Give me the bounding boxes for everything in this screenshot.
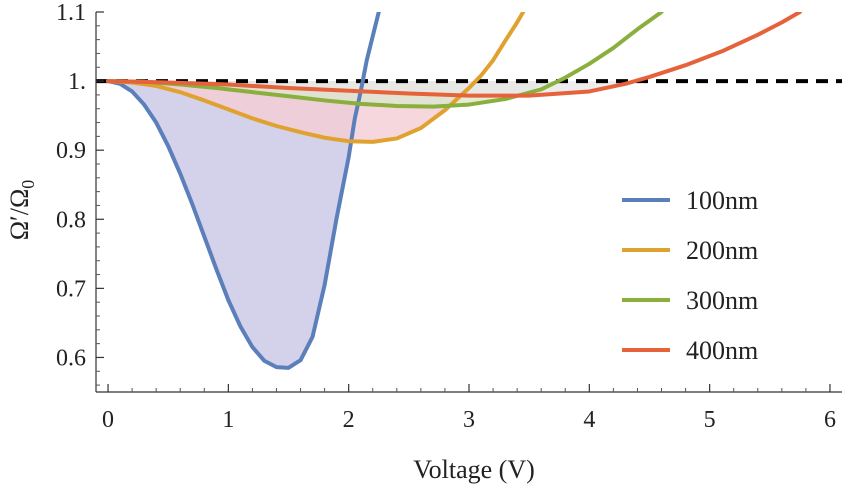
y-tick-label: 0.8	[56, 207, 86, 233]
legend-label-300nm: 300nm	[686, 286, 758, 315]
y-axis-label: Ω′/Ω0	[5, 180, 38, 241]
top-mask	[0, 0, 852, 12]
series-line-400nm	[106, 10, 802, 98]
x-axis-label: Voltage (V)	[413, 455, 535, 484]
y-axis-label-main: Ω′/Ω	[5, 189, 34, 241]
y-tick-label: 1.1	[56, 0, 86, 26]
x-tick-label: 4	[583, 407, 595, 433]
x-tick-label: 1	[222, 407, 234, 433]
y-tick-label: 0.9	[56, 138, 86, 164]
legend: 100nm 200nm 300nm 400nm	[622, 186, 758, 365]
legend-label-200nm: 200nm	[686, 236, 758, 265]
plot-series	[106, 10, 802, 370]
x-axis: 0 1 2 3 4 5 6	[102, 384, 836, 433]
x-tick-label: 0	[102, 407, 114, 433]
y-tick-label: 0.7	[56, 276, 86, 302]
series-line-200nm	[106, 10, 526, 144]
y-axis-label-subscript: 0	[18, 180, 38, 189]
y-tick-label: 1.	[68, 69, 86, 95]
x-tick-label: 3	[463, 407, 475, 433]
series-line-300nm	[106, 10, 664, 109]
y-axis: 0.6 0.7 0.8 0.9 1. 1.1	[56, 0, 104, 386]
x-tick-label: 5	[704, 407, 716, 433]
y-tick-label: 0.6	[56, 345, 86, 371]
x-tick-label: 2	[343, 407, 355, 433]
legend-label-100nm: 100nm	[686, 186, 758, 215]
series-line-100nm	[106, 10, 381, 370]
x-tick-label: 6	[824, 407, 836, 433]
legend-label-400nm: 400nm	[686, 336, 758, 365]
plot-fills	[108, 81, 636, 368]
